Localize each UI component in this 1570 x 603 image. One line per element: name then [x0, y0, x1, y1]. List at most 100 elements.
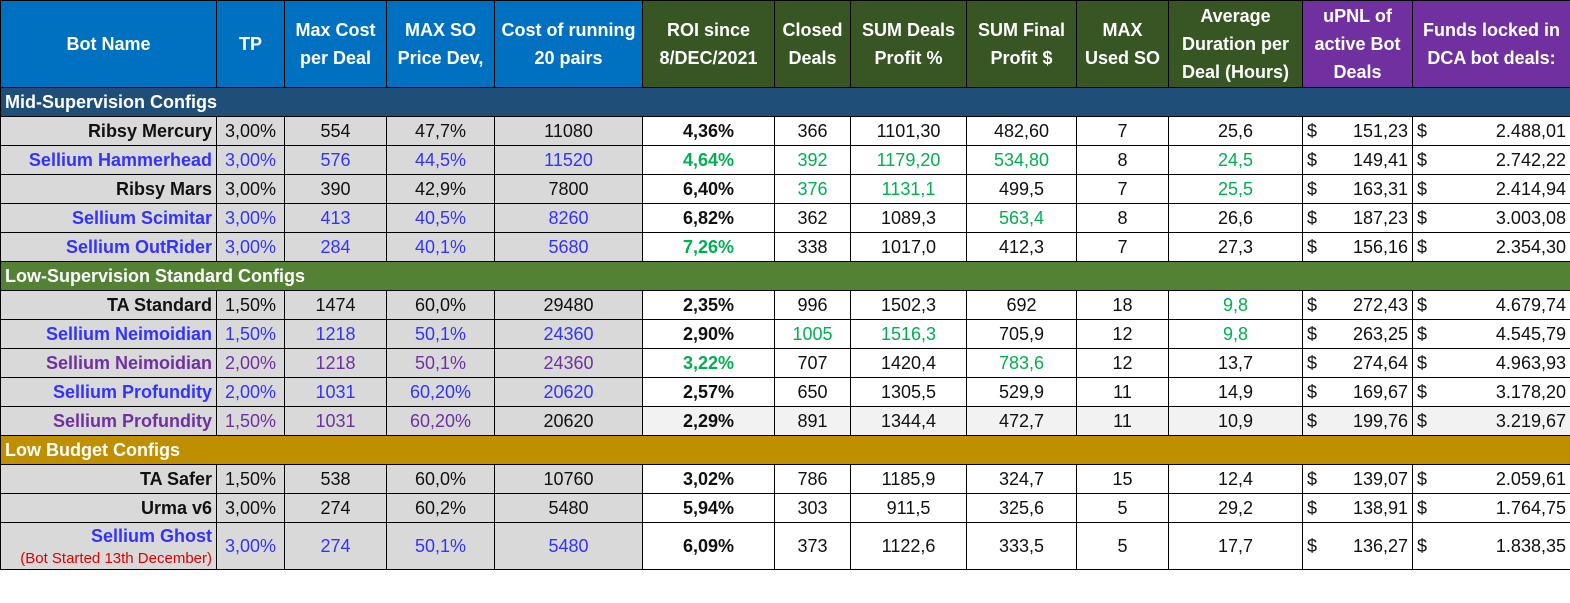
roi-cell: 2,35%	[642, 290, 775, 320]
closed-deals-cell: 786	[774, 464, 851, 494]
funds-locked-cell: $2.354,30	[1412, 232, 1570, 262]
sum-final-profit-cell: 325,6	[966, 493, 1077, 523]
tp-cell: 1,50%	[216, 290, 285, 320]
table-body: Mid-Supervision Configs Ribsy Mercury 3,00…	[0, 87, 1570, 570]
bot-name: Sellium Scimitar	[71, 207, 212, 228]
currency-symbol: $	[1417, 294, 1428, 315]
bot-name-cell: Sellium Neimoidian	[0, 319, 217, 349]
tp-cell: 1,50%	[216, 464, 285, 494]
tp-cell: 3,00%	[216, 522, 285, 570]
funds-locked-cell: $1.764,75	[1412, 493, 1570, 523]
max-used-so-cell: 7	[1076, 116, 1169, 146]
upnl-cell: $274,64	[1302, 348, 1413, 378]
cost-20-pairs-cell: 5680	[494, 232, 643, 262]
table-row: TA Safer 1,50% 538 60,0% 10760 3,02% 786 1185,9…	[0, 464, 1570, 494]
header-sum-final-profit: SUM Final Profit $	[966, 0, 1077, 88]
max-used-so-cell: 7	[1076, 174, 1169, 204]
avg-duration-cell: 17,7	[1168, 522, 1303, 570]
upnl-value: 156,16	[1352, 236, 1408, 257]
max-so-cell: 50,1%	[386, 348, 495, 378]
roi-cell: 3,02%	[642, 464, 775, 494]
max-cost-cell: 284	[284, 232, 387, 262]
closed-deals-cell: 362	[774, 203, 851, 233]
avg-duration-cell: 12,4	[1168, 464, 1303, 494]
header-roi: ROI since 8/DEC/2021	[642, 0, 775, 88]
table-row: Sellium Neimoidian 2,00% 1218 50,1% 24360 3,2…	[0, 348, 1570, 378]
upnl-cell: $136,27	[1302, 522, 1413, 570]
upnl-cell: $163,31	[1302, 174, 1413, 204]
upnl-value: 149,41	[1352, 149, 1408, 170]
funds-locked-value: 4.963,93	[1495, 352, 1566, 373]
upnl-value: 274,64	[1352, 352, 1408, 373]
upnl-value: 163,31	[1352, 178, 1408, 199]
header-avg-duration: Average Duration per Deal (Hours)	[1168, 0, 1303, 88]
roi-cell: 6,82%	[642, 203, 775, 233]
table-row: Urma v6 3,00% 274 60,2% 5480 5,94% 303 911,5 325…	[0, 493, 1570, 523]
cost-20-pairs-cell: 20620	[494, 377, 643, 407]
bot-name: Sellium Neimoidian	[45, 352, 212, 373]
currency-symbol: $	[1417, 149, 1428, 170]
roi-cell: 2,29%	[642, 406, 775, 436]
max-cost-cell: 1031	[284, 406, 387, 436]
closed-deals-cell: 996	[774, 290, 851, 320]
currency-symbol: $	[1307, 381, 1318, 402]
funds-locked-cell: $4.679,74	[1412, 290, 1570, 320]
bot-name: Sellium Hammerhead	[28, 149, 212, 170]
max-cost-cell: 1474	[284, 290, 387, 320]
max-used-so-cell: 8	[1076, 203, 1169, 233]
max-cost-cell: 576	[284, 145, 387, 175]
cost-20-pairs-cell: 5480	[494, 493, 643, 523]
max-so-cell: 60,0%	[386, 464, 495, 494]
max-so-cell: 42,9%	[386, 174, 495, 204]
sum-deals-profit-cell: 911,5	[850, 493, 967, 523]
tp-cell: 1,50%	[216, 319, 285, 349]
max-so-cell: 60,0%	[386, 290, 495, 320]
currency-symbol: $	[1417, 381, 1428, 402]
currency-symbol: $	[1307, 410, 1318, 431]
funds-locked-value: 2.354,30	[1495, 236, 1566, 257]
upnl-value: 169,67	[1352, 381, 1408, 402]
funds-locked-cell: $2.742,22	[1412, 145, 1570, 175]
table-row: Sellium Scimitar 3,00% 413 40,5% 8260 6,82% 36…	[0, 203, 1570, 233]
upnl-value: 136,27	[1352, 535, 1408, 556]
table-row: Sellium Ghost (Bot Started 13th December)…	[0, 522, 1570, 570]
funds-locked-value: 2.742,22	[1495, 149, 1566, 170]
cost-20-pairs-cell: 29480	[494, 290, 643, 320]
avg-duration-cell: 24,5	[1168, 145, 1303, 175]
currency-symbol: $	[1307, 497, 1318, 518]
table-row: Sellium OutRider 3,00% 284 40,1% 5680 7,26% 33…	[0, 232, 1570, 262]
bot-name-cell: TA Standard	[0, 290, 217, 320]
funds-locked-cell: $2.059,61	[1412, 464, 1570, 494]
bot-name-cell: Urma v6	[0, 493, 217, 523]
header-max-cost: Max Cost per Deal	[284, 0, 387, 88]
funds-locked-cell: $3.003,08	[1412, 203, 1570, 233]
header-closed-deals: Closed Deals	[774, 0, 851, 88]
roi-cell: 4,36%	[642, 116, 775, 146]
header-tp: TP	[216, 0, 285, 88]
sum-final-profit-cell: 534,80	[966, 145, 1077, 175]
max-so-cell: 60,2%	[386, 493, 495, 523]
sum-final-profit-cell: 482,60	[966, 116, 1077, 146]
currency-symbol: $	[1307, 323, 1318, 344]
max-so-cell: 50,1%	[386, 522, 495, 570]
funds-locked-value: 2.488,01	[1495, 120, 1566, 141]
section-mid-supervision-row: Mid-Supervision Configs	[0, 87, 1570, 117]
tp-cell: 3,00%	[216, 493, 285, 523]
cost-20-pairs-cell: 8260	[494, 203, 643, 233]
sum-final-profit-cell: 333,5	[966, 522, 1077, 570]
tp-cell: 3,00%	[216, 232, 285, 262]
bot-name: Urma v6	[140, 497, 212, 518]
max-so-cell: 47,7%	[386, 116, 495, 146]
currency-symbol: $	[1307, 294, 1318, 315]
max-so-cell: 44,5%	[386, 145, 495, 175]
closed-deals-cell: 650	[774, 377, 851, 407]
roi-cell: 5,94%	[642, 493, 775, 523]
upnl-value: 151,23	[1352, 120, 1408, 141]
sum-final-profit-cell: 324,7	[966, 464, 1077, 494]
closed-deals-cell: 1005	[774, 319, 851, 349]
max-used-so-cell: 15	[1076, 464, 1169, 494]
bot-comparison-table: Bot Name TP Max Cost per Deal MAX SO Pri…	[0, 0, 1570, 570]
sum-deals-profit-cell: 1179,20	[850, 145, 967, 175]
upnl-cell: $151,23	[1302, 116, 1413, 146]
cost-20-pairs-cell: 7800	[494, 174, 643, 204]
